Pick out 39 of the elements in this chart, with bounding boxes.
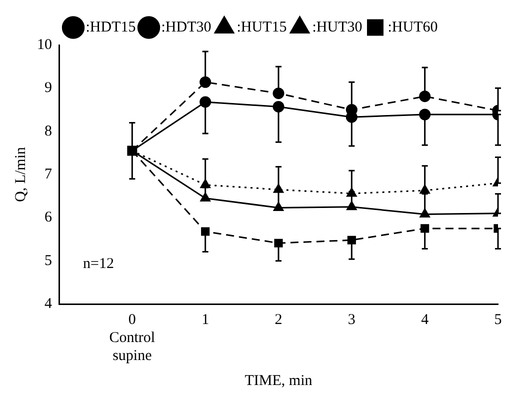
point	[273, 202, 284, 211]
point	[346, 188, 357, 197]
point	[346, 201, 357, 210]
y-axis-title: Q, L/min	[12, 146, 29, 202]
point	[200, 76, 212, 88]
y-tick-label: 4	[44, 296, 52, 312]
point	[420, 208, 430, 218]
x-tick-label: 2	[274, 312, 282, 328]
y-tick-label: 7	[44, 166, 52, 182]
point	[272, 88, 284, 100]
x-tick-label: 0 Control supine	[109, 312, 156, 364]
point	[200, 179, 210, 188]
x-tick-label: 3	[348, 312, 356, 328]
y-tick-label: 5	[44, 252, 52, 269]
point	[200, 96, 212, 108]
x-tick-label: 4	[421, 312, 430, 328]
point	[200, 192, 210, 202]
point	[201, 227, 210, 236]
x-tick-label: 5	[494, 312, 502, 328]
legend-label: :HDT15	[86, 19, 136, 36]
y-tick-label: 10	[37, 36, 52, 53]
y-tick-label: 8	[44, 123, 52, 140]
point	[273, 184, 284, 193]
legend-label: :HUT60	[388, 19, 438, 36]
x-axis-title: TIME, min	[244, 372, 313, 389]
point	[420, 224, 430, 233]
annotation: n=12	[83, 256, 114, 272]
y-tick-label: 6	[44, 210, 52, 226]
legend-label: :HDT30	[161, 19, 212, 36]
point	[419, 90, 431, 102]
point	[274, 238, 283, 248]
point	[272, 100, 284, 112]
x-tick-label: 1	[202, 312, 210, 328]
y-tick-label: 9	[44, 80, 52, 96]
legend-label: :HUT30	[312, 19, 362, 36]
point	[419, 108, 431, 120]
point	[347, 236, 356, 244]
legend-label: :HUT15	[236, 19, 287, 36]
point	[420, 184, 430, 194]
